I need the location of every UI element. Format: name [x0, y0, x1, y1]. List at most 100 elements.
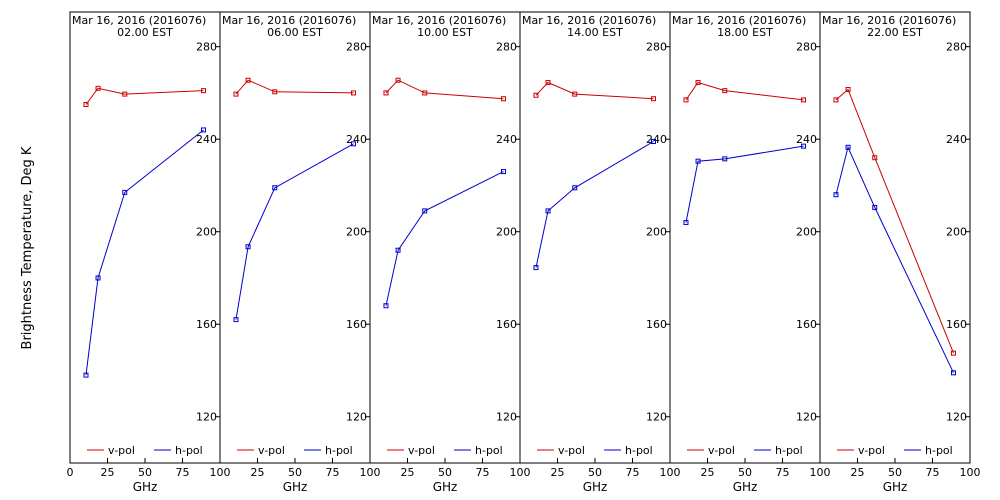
- y-tick-label: 280: [796, 41, 817, 54]
- x-axis-label: GHz: [583, 480, 608, 494]
- data-point-v-pol: [695, 80, 701, 86]
- legend-label-h-pol: h-pol: [775, 444, 803, 457]
- y-tick-label: 200: [496, 226, 517, 239]
- data-point-v-pol: [951, 350, 956, 356]
- data-point-h-pol: [201, 127, 206, 133]
- y-tick-label: 160: [346, 318, 367, 331]
- data-point-h-pol: [801, 143, 806, 149]
- data-point-v-pol: [651, 96, 656, 102]
- x-tick-label: 75: [776, 466, 790, 479]
- y-tick-label: 200: [196, 226, 217, 239]
- panel-3: Mar 16, 2016 (2016076)10.00 EST 120 160 200…: [369, 11, 531, 494]
- x-tick-label: 25: [401, 466, 415, 479]
- y-tick-label: 160: [796, 318, 817, 331]
- series-line-v-pol: [685, 81, 804, 101]
- y-tick-label: 160: [646, 318, 667, 331]
- panel-title: Mar 16, 2016 (2016076): [372, 14, 506, 27]
- legend-label-v-pol: v-pol: [858, 444, 885, 457]
- legend-label-v-pol: v-pol: [558, 444, 585, 457]
- series-line-h-pol: [385, 171, 504, 306]
- data-point-v-pol: [201, 88, 206, 94]
- x-tick-label: 25: [851, 466, 865, 479]
- data-point-v-pol: [683, 97, 689, 103]
- y-tick-label: 200: [346, 226, 367, 239]
- panel-subtitle: 10.00 EST: [417, 26, 473, 39]
- data-point-v-pol: [233, 91, 239, 97]
- series-line-v-pol: [835, 88, 954, 354]
- x-axis-label: GHz: [883, 480, 908, 494]
- data-point-h-pol: [845, 144, 851, 150]
- data-point-h-pol: [422, 208, 428, 214]
- y-tick-label: 280: [646, 41, 667, 54]
- data-point-h-pol: [695, 158, 701, 164]
- series-line-v-pol: [385, 79, 504, 100]
- x-tick-label: 50: [888, 466, 902, 479]
- panel-2: Mar 16, 2016 (2016076)06.00 EST 120 160 200…: [219, 11, 381, 494]
- x-tick-label: 50: [588, 466, 602, 479]
- x-tick-label: 25: [701, 466, 715, 479]
- y-tick-label: 280: [346, 41, 367, 54]
- data-point-v-pol: [572, 91, 578, 97]
- panel-6: Mar 16, 2016 (2016076)22.00 EST 120 160 200…: [819, 11, 981, 494]
- series-line-h-pol: [535, 141, 654, 268]
- x-tick-label: 100: [960, 466, 981, 479]
- data-point-h-pol: [651, 139, 656, 145]
- panel-title: Mar 16, 2016 (2016076): [822, 14, 956, 27]
- panel-title: Mar 16, 2016 (2016076): [672, 14, 806, 27]
- x-tick-label: 50: [138, 466, 152, 479]
- x-tick-label: 100: [510, 466, 531, 479]
- series-line-h-pol: [85, 129, 204, 376]
- panel-subtitle: 22.00 EST: [867, 26, 923, 39]
- legend-label-v-pol: v-pol: [708, 444, 735, 457]
- data-point-v-pol: [833, 97, 839, 103]
- y-tick-label: 160: [196, 318, 217, 331]
- x-tick-label: 75: [326, 466, 340, 479]
- data-point-v-pol: [383, 90, 389, 96]
- legend-label-h-pol: h-pol: [325, 444, 353, 457]
- y-tick-label: 280: [946, 41, 967, 54]
- data-point-h-pol: [951, 370, 956, 376]
- panel-title: Mar 16, 2016 (2016076): [522, 14, 656, 27]
- legend-label-v-pol: v-pol: [108, 444, 135, 457]
- x-tick-label: 75: [626, 466, 640, 479]
- data-point-h-pol: [722, 156, 728, 162]
- data-point-v-pol: [83, 102, 89, 108]
- series-line-v-pol: [85, 87, 204, 105]
- legend-label-h-pol: h-pol: [925, 444, 953, 457]
- data-point-h-pol: [351, 141, 356, 147]
- panel-subtitle: 06.00 EST: [267, 26, 323, 39]
- data-point-v-pol: [422, 90, 428, 96]
- series-line-h-pol: [235, 143, 354, 320]
- y-tick-label: 120: [346, 411, 367, 424]
- series-line-h-pol: [835, 145, 954, 374]
- x-tick-label: 25: [551, 466, 565, 479]
- data-point-h-pol: [545, 208, 551, 214]
- x-axis-label: GHz: [133, 480, 158, 494]
- legend-label-v-pol: v-pol: [258, 444, 285, 457]
- y-tick-label: 240: [346, 133, 367, 146]
- data-point-h-pol: [572, 185, 578, 191]
- y-tick-label: 120: [946, 411, 967, 424]
- data-point-v-pol: [845, 86, 851, 92]
- legend-label-h-pol: h-pol: [175, 444, 203, 457]
- panel-subtitle: 18.00 EST: [717, 26, 773, 39]
- x-tick-label: 50: [438, 466, 452, 479]
- data-point-v-pol: [122, 91, 128, 97]
- data-point-h-pol: [122, 189, 128, 195]
- x-tick-label: 100: [660, 466, 681, 479]
- y-tick-label: 120: [496, 411, 517, 424]
- x-tick-label: 25: [251, 466, 265, 479]
- data-point-h-pol: [245, 244, 251, 250]
- data-point-h-pol: [383, 303, 389, 309]
- y-tick-label: 240: [946, 133, 967, 146]
- data-point-h-pol: [272, 185, 278, 191]
- data-point-v-pol: [545, 80, 551, 86]
- x-tick-label: 75: [926, 466, 940, 479]
- y-tick-label: 240: [796, 133, 817, 146]
- y-axis-label: Brightness Temperature, Deg K: [20, 146, 35, 349]
- data-point-v-pol: [272, 89, 278, 95]
- panel-title: Mar 16, 2016 (2016076): [72, 14, 206, 27]
- data-point-v-pol: [722, 88, 728, 94]
- x-tick-label: 75: [176, 466, 190, 479]
